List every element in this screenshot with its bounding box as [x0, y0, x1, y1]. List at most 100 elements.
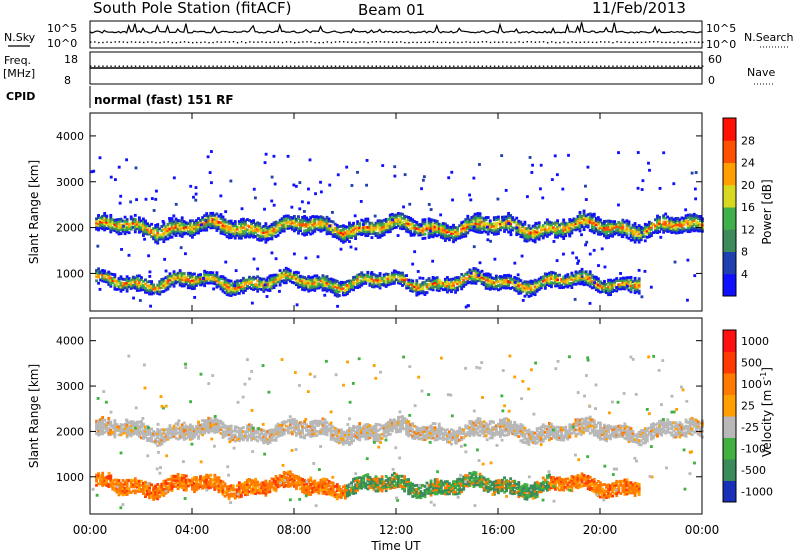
- heatmap-cell: [364, 429, 368, 433]
- heatmap-cell: [590, 217, 594, 221]
- nave-dot: [216, 65, 218, 67]
- heatmap-cell: [235, 225, 239, 229]
- heatmap-cell: [505, 225, 508, 229]
- heatmap-cell: [456, 234, 460, 238]
- heatmap-cell: [472, 275, 476, 279]
- heatmap-cell: [119, 285, 123, 289]
- nave-dot: [665, 65, 667, 67]
- heatmap-cell: [172, 280, 176, 284]
- heatmap-cell: [603, 281, 606, 285]
- heatmap-cell: [435, 226, 439, 229]
- heatmap-cell: [611, 228, 615, 232]
- heatmap-cell: [503, 276, 506, 279]
- heatmap-cell: [109, 428, 113, 432]
- heatmap-cell: [394, 225, 398, 229]
- heatmap-cell: [472, 227, 476, 231]
- heatmap-cell: [282, 279, 286, 283]
- heatmap-cell: [190, 219, 194, 223]
- nsearch-tick-bottom: 10^0: [706, 38, 736, 51]
- heatmap-cell: [158, 443, 162, 447]
- heatmap-cell: [237, 431, 241, 434]
- heatmap-cell: [423, 222, 427, 226]
- heatmap-cell: [233, 427, 237, 431]
- heatmap-cell: [156, 444, 160, 448]
- heatmap-cell: [688, 217, 692, 221]
- heatmap-cell: [305, 429, 309, 433]
- nsearch-dot: [163, 41, 165, 43]
- heatmap-cell: [366, 273, 370, 276]
- heatmap-cell: [499, 279, 502, 283]
- heatmap-cell: [696, 229, 700, 233]
- heatmap-cell: [649, 285, 653, 289]
- heatmap-cell: [227, 279, 231, 283]
- heatmap-cell: [142, 221, 145, 225]
- heatmap-cell: [501, 221, 504, 225]
- heatmap-cell: [582, 221, 586, 225]
- heatmap-cell: [176, 437, 180, 441]
- heatmap-cell: [574, 226, 578, 230]
- heatmap-cell: [535, 281, 539, 285]
- nave-dot: [693, 65, 696, 67]
- heatmap-cell: [343, 433, 347, 437]
- heatmap-cell: [380, 279, 384, 282]
- heatmap-cell: [352, 275, 355, 279]
- heatmap-cell: [503, 284, 506, 288]
- heatmap-cell: [545, 274, 549, 278]
- heatmap-cell: [529, 289, 533, 293]
- heatmap-cell: [666, 219, 670, 223]
- nsearch-dot: [342, 41, 345, 43]
- heatmap-cell: [297, 231, 300, 235]
- heatmap-cell: [523, 237, 527, 241]
- heatmap-cell: [621, 226, 625, 230]
- heatmap-cell: [190, 285, 194, 289]
- heatmap-cell: [227, 287, 231, 291]
- heatmap-cell: [570, 284, 574, 287]
- nsearch-dot: [697, 41, 700, 43]
- heatmap-cell: [478, 228, 482, 232]
- heatmap-cell: [515, 233, 519, 237]
- heatmap-cell: [276, 233, 280, 237]
- heatmap-cell: [160, 438, 164, 442]
- heatmap-cell: [556, 278, 559, 282]
- heatmap-cell: [460, 283, 464, 287]
- heatmap-cell: [507, 230, 511, 234]
- heatmap-cell: [266, 232, 270, 236]
- heatmap-cell: [584, 220, 588, 224]
- heatmap-cell: [241, 232, 245, 235]
- heatmap-cell: [144, 231, 147, 235]
- heatmap-cell: [321, 218, 325, 222]
- heatmap-cell: [394, 213, 398, 217]
- heatmap-cell: [148, 288, 151, 292]
- heatmap-cell: [619, 283, 623, 287]
- heatmap-cell: [570, 275, 574, 279]
- heatmap-cell: [370, 229, 374, 233]
- heatmap-cell: [160, 233, 164, 237]
- heatmap-cell: [360, 233, 364, 237]
- heatmap-cell: [166, 431, 170, 435]
- heatmap-cell: [144, 227, 147, 231]
- heatmap-cell: [315, 430, 319, 433]
- heatmap-cell: [178, 432, 182, 436]
- heatmap-cell: [99, 432, 103, 436]
- nave-dot: [412, 65, 414, 67]
- heatmap-cell: [601, 290, 604, 293]
- heatmap-cell: [274, 428, 278, 432]
- heatmap-cell: [117, 232, 121, 236]
- heatmap-cell: [190, 281, 194, 284]
- heatmap-cell: [297, 285, 300, 289]
- heatmap-cell: [178, 430, 182, 434]
- heatmap-cell: [272, 227, 276, 231]
- heatmap-cell: [662, 220, 666, 224]
- heatmap-cell: [519, 289, 523, 293]
- heatmap-cell: [97, 269, 100, 273]
- heatmap-cell: [419, 233, 423, 237]
- heatmap-cell: [274, 222, 278, 226]
- heatmap-cell: [199, 277, 202, 281]
- heatmap-cell: [621, 222, 625, 226]
- heatmap-cell: [366, 435, 370, 439]
- heatmap-cell: [123, 431, 127, 434]
- heatmap-cell: [148, 274, 152, 278]
- heatmap-cell: [276, 274, 280, 277]
- heatmap-cell: [374, 284, 378, 288]
- heatmap-cell: [182, 421, 186, 425]
